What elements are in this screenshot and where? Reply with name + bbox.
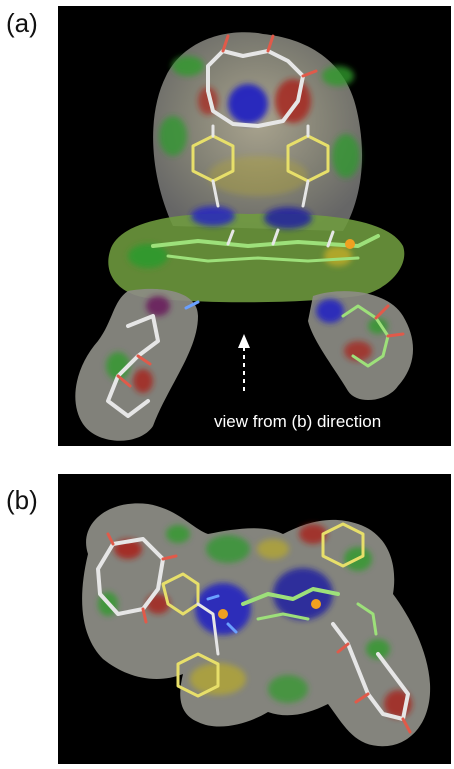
panel-b-label: (b) [6,485,38,515]
panel-b-molecular-surface [82,503,431,747]
panel-a-label: (a) [6,8,38,38]
panel-a-image: view from (b) direction [58,6,451,446]
surface-main [82,503,431,747]
view-direction-arrow [238,334,250,391]
view-direction-annotation: view from (b) direction [214,412,382,431]
stick-model-b [96,522,412,734]
stick-model [106,34,405,418]
panel-b-image [58,474,451,764]
surface-color-patches-b [98,524,412,718]
surface-left-leg [75,288,198,441]
panel-a-molecular-surface [75,32,414,441]
